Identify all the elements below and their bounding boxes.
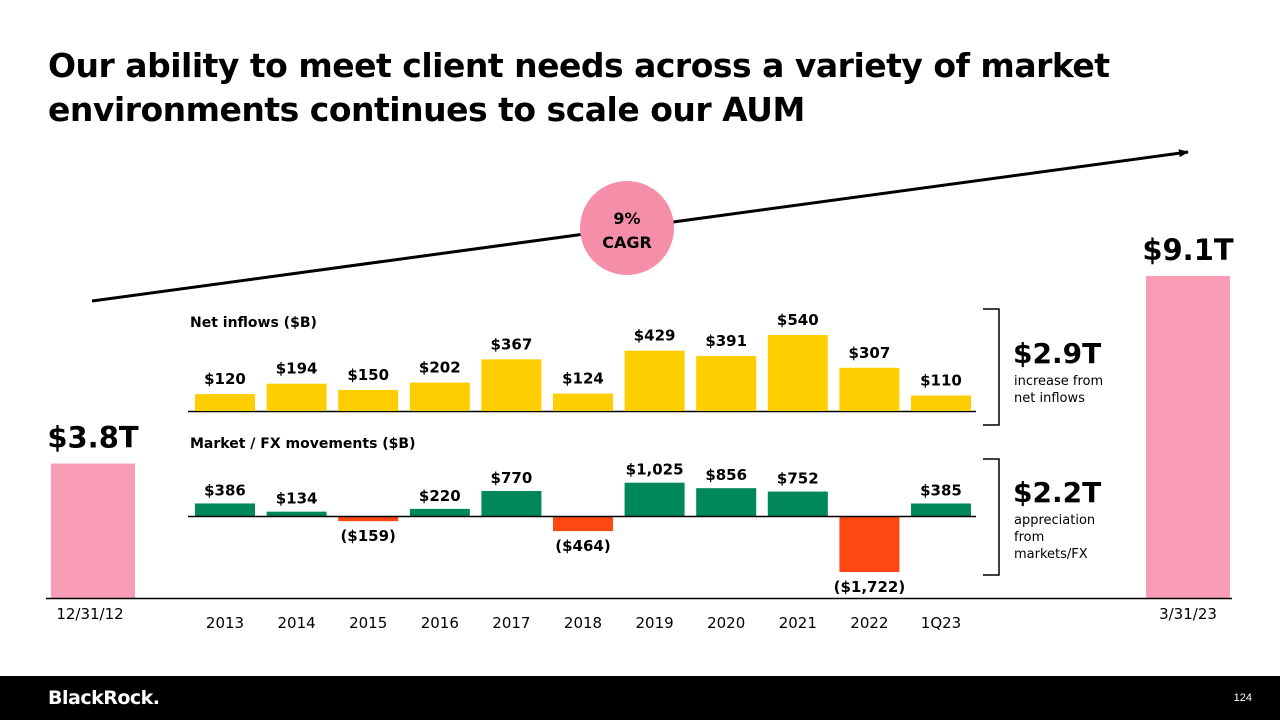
market-fx-bar [696, 488, 757, 516]
market-fx-bar [409, 508, 470, 516]
market-fx-data-label: $752 [777, 470, 819, 488]
market-fx-title: Market / FX movements ($B) [190, 436, 415, 452]
x-tick-label: 2016 [421, 614, 459, 632]
net-inflow-data-label: $307 [849, 344, 891, 362]
start-aum-label: $3.8T [47, 421, 139, 455]
cagr-label: CAGR [602, 233, 652, 252]
market-fx-data-label: ($464) [555, 537, 610, 555]
market-fx-bar [911, 503, 971, 516]
net-inflow-data-label: $120 [204, 370, 246, 388]
net-inflow-data-label: $124 [562, 370, 604, 388]
net-inflow-data-label: $429 [634, 327, 676, 345]
market-fx-data-label: $385 [920, 481, 962, 499]
market-fx-data-label: $134 [276, 490, 318, 508]
net-inflow-bar [338, 389, 399, 411]
end-aum-label: $9.1T [1142, 233, 1234, 267]
net-inflow-bar [911, 395, 971, 411]
net-inflow-bar [696, 355, 757, 411]
cagr-value: 9% [613, 209, 640, 228]
net-inflow-data-label: $540 [777, 311, 819, 329]
net-inflow-bar [553, 393, 613, 411]
cagr-circle [580, 181, 674, 275]
market-fx-bar [481, 490, 542, 516]
x-tick-label: 2015 [349, 614, 387, 632]
net-inflow-bar [839, 367, 900, 411]
x-tick-label: 1Q23 [921, 614, 961, 632]
market-fx-bar [266, 511, 327, 516]
market-fx-bar [767, 491, 828, 516]
net-inflow-data-label: $367 [491, 335, 533, 353]
summary-text: markets/FX [1014, 547, 1088, 562]
net-inflow-bar [481, 359, 542, 411]
start-date-label: 12/31/12 [56, 605, 123, 623]
net-inflows-bracket [983, 308, 1000, 426]
market-fx-bar [195, 503, 255, 516]
market-fx-bracket [983, 458, 1000, 576]
summary-text: increase from [1014, 374, 1103, 389]
x-tick-label: 2017 [492, 614, 530, 632]
end-date-label: 3/31/23 [1159, 605, 1217, 623]
title-line-2: environments continues to scale our AUM [48, 90, 805, 129]
x-tick-label: 2014 [278, 614, 316, 632]
x-tick-label: 2018 [564, 614, 602, 632]
market-fx-data-label: ($1,722) [834, 578, 906, 596]
market-fx-bar [553, 516, 613, 532]
net-inflow-bar [266, 383, 327, 411]
x-tick-label: 2022 [850, 614, 888, 632]
x-tick-label: 2020 [707, 614, 745, 632]
summary-text: appreciation [1014, 513, 1095, 528]
net-inflow-bar [409, 382, 470, 411]
net-inflow-data-label: $194 [276, 360, 318, 378]
page-number: 124 [1233, 692, 1252, 704]
summary-text: net inflows [1014, 391, 1085, 406]
net-inflow-data-label: $202 [419, 359, 461, 377]
aum-chart: 9% CAGR $3.8T $9.1T 12/31/12 3/31/23 2013 2014 2… [46, 149, 1234, 632]
market-fx-data-label: $220 [419, 487, 461, 505]
net-inflows-title: Net inflows ($B) [190, 315, 317, 331]
footer-bar: BlackRock. 124 [0, 676, 1280, 720]
summary-text: from [1014, 530, 1044, 545]
net-inflow-data-label: $391 [705, 332, 747, 350]
title-line-1: Our ability to meet client needs across … [48, 46, 1110, 85]
page-title: Our ability to meet client needs across … [48, 44, 1208, 132]
market-fx-bar [624, 482, 685, 516]
start-aum-bar [51, 463, 135, 598]
blackrock-logo: BlackRock. [48, 687, 160, 709]
x-tick-label: 2021 [779, 614, 817, 632]
market-fx-data-label: $1,025 [626, 461, 684, 479]
market-fx-bar [839, 516, 900, 572]
market-fx-data-label: $770 [491, 469, 533, 487]
x-tick-label: 2019 [636, 614, 674, 632]
market-fx-bar [338, 516, 399, 522]
market-fx-data-label: $386 [204, 481, 246, 499]
net-inflow-bar [624, 350, 685, 411]
end-aum-bar [1146, 276, 1230, 598]
summary-value: $2.9T [1013, 337, 1101, 370]
summary-value: $2.2T [1013, 476, 1101, 509]
net-inflow-data-label: $150 [347, 366, 389, 384]
net-inflow-data-label: $110 [920, 372, 962, 390]
net-inflow-bar [767, 335, 828, 411]
market-fx-data-label: $856 [705, 466, 747, 484]
net-inflow-bar [195, 394, 255, 411]
x-tick-label: 2013 [206, 614, 244, 632]
market-fx-data-label: ($159) [340, 527, 395, 545]
